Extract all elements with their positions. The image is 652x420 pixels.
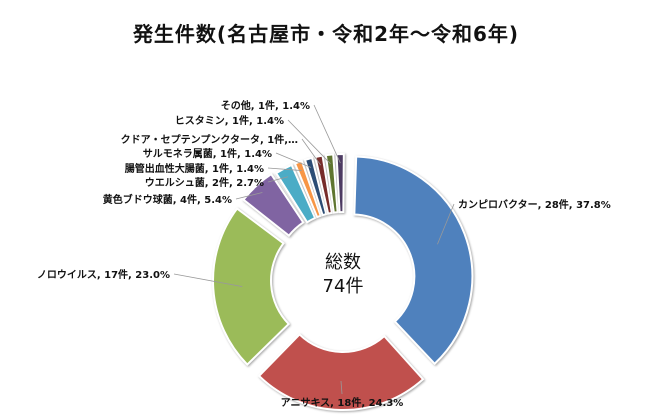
leader-line-0 [437,203,455,245]
leader-line-7 [301,138,321,166]
data-label-1: アニサキス, 18件, 24.3% [281,396,404,409]
slice-8 [324,153,339,214]
slice-9 [335,153,345,214]
data-label-9: その他, 1件, 1.4% [221,99,310,112]
leader-line-3 [235,192,263,200]
slice-3 [242,172,305,238]
data-label-4: ウエルシュ菌, 2件, 2.7% [145,176,264,189]
slice-2 [212,207,291,366]
leader-line-2 [173,273,243,287]
data-label-6: サルモネラ属菌, 1件, 1.4% [143,147,272,160]
slice-4 [274,163,317,224]
data-label-2: ノロウイルス, 17件, 23.0% [37,268,170,281]
slice-7 [314,154,334,215]
slice-1 [257,333,425,411]
leader-line-6 [275,152,312,168]
slice-6 [303,156,328,217]
data-label-5: 腸管出血性大腸菌, 1件, 1.4% [125,162,264,175]
leader-line-1 [340,380,343,395]
data-label-0: カンピロバクター, 28件, 37.8% [458,198,611,211]
slice-5 [293,159,322,219]
leader-line-4 [267,176,289,183]
chart-title: 発生件数(名古屋市・令和2年～令和6年) [132,22,520,46]
slice-0 [353,155,474,366]
center-label-title: 総数 [325,252,361,273]
data-label-8: ヒスタミン, 1件, 1.4% [175,114,284,127]
leader-line-5 [267,167,302,171]
data-label-3: 黄色ブドウ球菌, 4件, 5.4% [103,193,232,206]
data-label-7: クドア・セプテンプンクタータ, 1件,… [121,133,298,146]
leader-line-8 [287,119,331,164]
leader-line-9 [313,104,341,164]
center-label-total: 74件 [323,276,364,297]
